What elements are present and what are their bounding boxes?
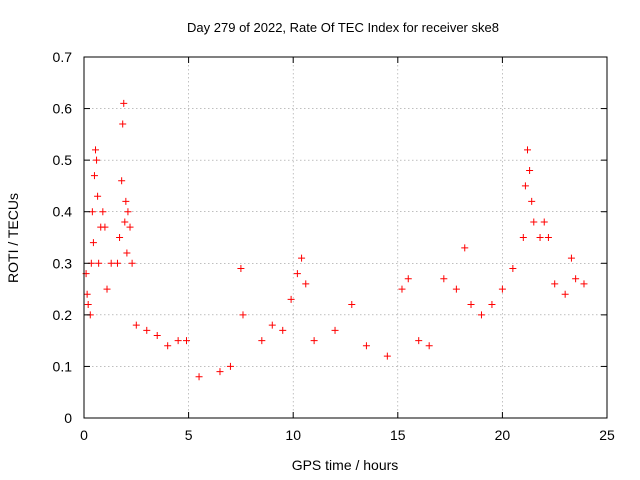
data-point xyxy=(544,234,552,241)
data-point xyxy=(561,290,569,298)
x-tick-label: 10 xyxy=(285,427,301,443)
data-point xyxy=(551,280,559,288)
y-tick-label: 0.5 xyxy=(53,152,73,168)
x-tick-label: 25 xyxy=(599,427,615,443)
y-tick-label: 0.6 xyxy=(53,101,73,117)
y-tick-label: 0.3 xyxy=(53,255,73,271)
data-point xyxy=(580,280,588,288)
data-point xyxy=(89,239,97,247)
data-point xyxy=(174,337,182,345)
data-point xyxy=(258,337,266,345)
data-point xyxy=(99,208,107,216)
data-point xyxy=(310,337,318,345)
data-point xyxy=(88,208,96,216)
data-point xyxy=(425,342,433,350)
data-point xyxy=(498,285,506,293)
data-point xyxy=(526,166,534,174)
data-point xyxy=(477,311,485,319)
data-point xyxy=(84,301,92,309)
data-point xyxy=(118,177,126,185)
data-point xyxy=(331,326,339,334)
data-point xyxy=(93,156,101,164)
y-tick-label: 0.7 xyxy=(53,49,73,65)
data-point xyxy=(536,234,544,241)
data-point xyxy=(103,285,111,293)
data-point xyxy=(362,342,370,350)
y-tick-label: 0.1 xyxy=(53,358,73,374)
data-point xyxy=(128,259,136,267)
plot-frame xyxy=(83,56,608,419)
data-point xyxy=(298,254,306,262)
data-point xyxy=(398,285,406,293)
ticks: 0 5 10 15 20 25 0 0.1 0.2 0.3 0.4 0.5 0.6 0.7 xyxy=(53,49,615,443)
data-point xyxy=(237,264,245,272)
data-point xyxy=(488,301,496,309)
data-point xyxy=(452,285,460,293)
data-point xyxy=(226,362,234,370)
data-point xyxy=(302,280,310,288)
x-axis-label: GPS time / hours xyxy=(292,457,399,473)
data-points xyxy=(82,99,588,381)
data-point xyxy=(383,352,391,360)
y-tick-label: 0.2 xyxy=(53,307,73,323)
data-point xyxy=(293,270,301,278)
data-point xyxy=(461,244,469,252)
data-point xyxy=(116,234,124,241)
data-point xyxy=(519,234,527,241)
x-tick-label: 5 xyxy=(185,427,193,443)
y-tick-label: 0 xyxy=(64,410,72,426)
data-point xyxy=(530,218,538,226)
data-point xyxy=(124,208,132,216)
data-point xyxy=(122,197,130,205)
data-point xyxy=(132,321,140,329)
data-point xyxy=(567,254,575,262)
data-point xyxy=(572,275,580,283)
data-point xyxy=(126,223,134,231)
data-point xyxy=(216,368,224,376)
data-point xyxy=(107,259,115,267)
data-point xyxy=(183,337,191,345)
data-point xyxy=(404,275,412,283)
y-axis-label: ROTI / TECUs xyxy=(5,193,21,283)
data-point xyxy=(90,172,98,180)
data-point xyxy=(440,275,448,283)
y-tick-label: 0.4 xyxy=(53,204,73,220)
data-point xyxy=(119,120,127,128)
data-point xyxy=(524,146,532,154)
data-point xyxy=(239,311,247,319)
data-point xyxy=(195,373,203,381)
x-tick-label: 15 xyxy=(390,427,406,443)
data-point xyxy=(121,218,129,226)
data-point xyxy=(95,259,103,267)
data-point xyxy=(92,146,100,154)
data-point xyxy=(123,249,131,257)
data-point xyxy=(279,326,287,334)
data-point xyxy=(120,99,128,107)
x-tick-label: 20 xyxy=(495,427,511,443)
data-point xyxy=(113,259,121,267)
data-point xyxy=(287,295,295,303)
data-point xyxy=(94,192,102,200)
grid xyxy=(84,57,607,418)
data-point xyxy=(467,301,475,309)
chart-title: Day 279 of 2022, Rate Of TEC Index for r… xyxy=(187,20,499,35)
data-point xyxy=(164,342,172,350)
data-point xyxy=(83,290,91,298)
data-point xyxy=(143,326,151,334)
data-point xyxy=(521,182,529,190)
data-point xyxy=(101,223,109,231)
data-point xyxy=(509,264,517,272)
x-tick-label: 0 xyxy=(80,427,88,443)
data-point xyxy=(153,331,161,339)
data-point xyxy=(348,301,356,309)
data-point xyxy=(415,337,423,345)
data-point xyxy=(268,321,276,329)
data-point xyxy=(540,218,548,226)
data-point xyxy=(528,197,536,205)
